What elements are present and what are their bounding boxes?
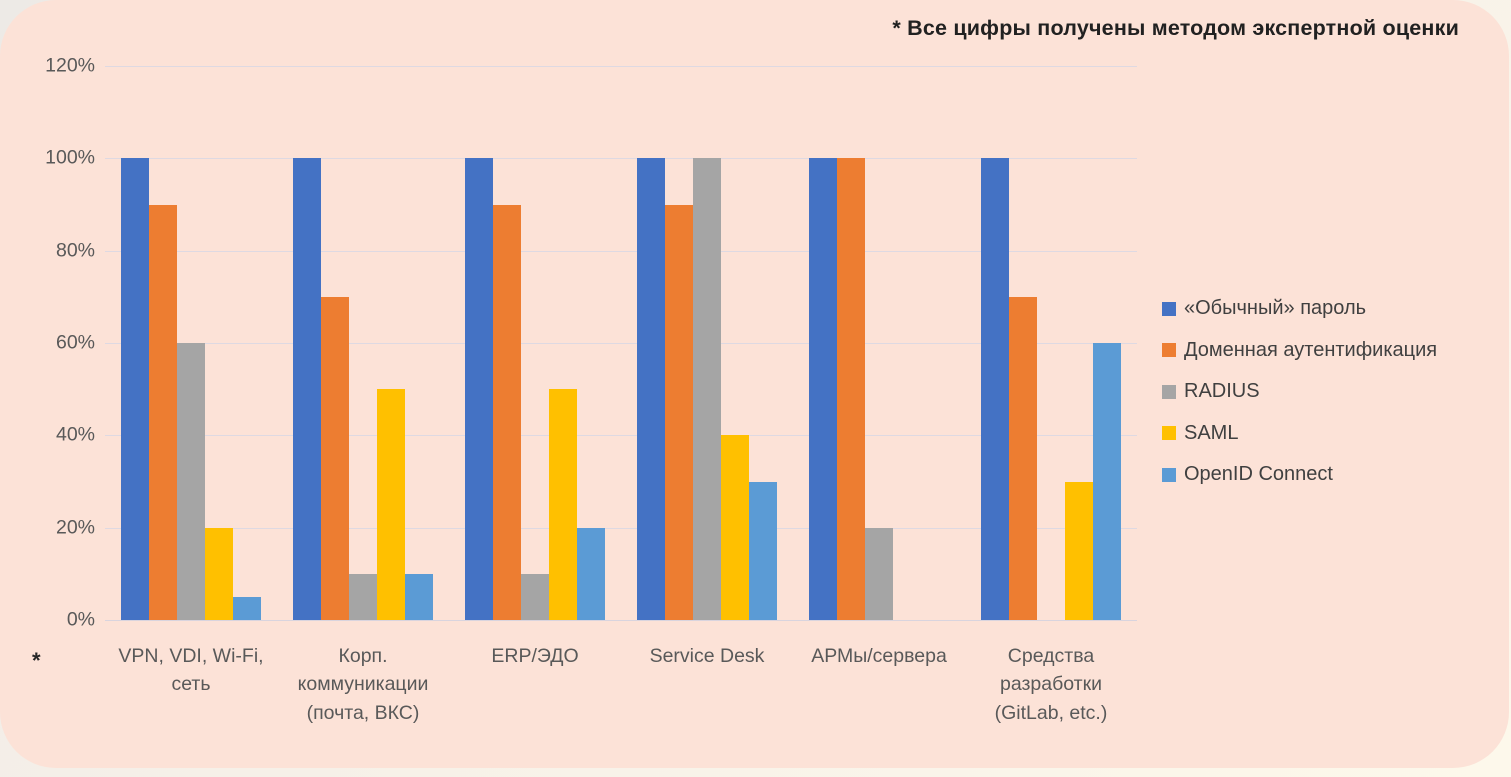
chart-legend: «Обычный» пароль Доменная аутентификация R… (1162, 297, 1437, 486)
legend-swatch-icon (1162, 343, 1176, 357)
x-axis-category-label-5: Средства разработки (GitLab, etc.) (994, 645, 1108, 724)
y-axis-tick-60: 60% (55, 331, 95, 354)
bar-series1-group0 (149, 204, 177, 620)
bar-series4-group1 (405, 573, 433, 620)
bar-series4-group3 (749, 481, 777, 620)
bar-series0-group0 (121, 158, 149, 620)
y-axis-tick-80: 80% (55, 239, 95, 262)
legend-item-1: Доменная аутентификация (1162, 339, 1437, 362)
bar-series4-group5 (1093, 343, 1121, 620)
chart-annotation: * Все цифры получены методом экспертной … (892, 16, 1459, 40)
gridline-40 (105, 435, 1137, 437)
bar-series1-group1 (321, 296, 349, 620)
y-axis-tick-20: 20% (55, 516, 95, 539)
legend-swatch-icon (1162, 301, 1176, 316)
legend-swatch-icon (1162, 384, 1176, 399)
legend-item-2: RADIUS (1162, 380, 1437, 403)
legend-swatch-icon (1162, 467, 1176, 482)
bar-series0-group5 (981, 158, 1009, 620)
footnote-asterisk: * (32, 648, 41, 673)
bar-series1-group3 (665, 204, 693, 620)
bar-series3-group0 (205, 527, 233, 620)
bar-series3-group2 (549, 389, 577, 620)
bar-series2-group3 (693, 158, 721, 620)
y-axis-tick-40: 40% (55, 423, 95, 446)
y-axis-tick-100: 100% (45, 146, 95, 169)
gridline-0 (105, 620, 1137, 621)
bar-series4-group2 (577, 527, 605, 620)
bar-series2-group0 (177, 343, 205, 620)
legend-label: RADIUS (1184, 380, 1260, 402)
bar-series2-group4 (865, 527, 893, 620)
bar-series1-group2 (493, 204, 521, 620)
gridline-80 (105, 250, 1137, 252)
legend-label: Доменная аутентификация (1184, 338, 1438, 361)
legend-swatch-icon (1162, 426, 1176, 440)
gridline-20 (105, 527, 1137, 529)
bar-series0-group3 (637, 158, 665, 620)
bar-series1-group4 (837, 158, 865, 620)
bar-series2-group1 (349, 573, 377, 620)
bar-series0-group4 (809, 158, 837, 620)
bar-series0-group1 (293, 158, 321, 620)
legend-item-4: OpenID Connect (1162, 463, 1437, 486)
x-axis-category-label-1: Корп. коммуникации (почта, ВКС) (297, 645, 429, 724)
legend-label: SAML (1184, 421, 1239, 444)
bar-series4-group0 (233, 596, 261, 620)
x-axis-category-label-4: АРМы/сервера (811, 645, 947, 667)
x-axis-category-label-3: Service Desk (649, 645, 765, 667)
bar-series3-group3 (721, 435, 749, 620)
legend-label: OpenID Connect (1184, 463, 1333, 485)
y-axis-tick-120: 120% (45, 54, 95, 77)
y-axis-tick-0: 0% (66, 608, 95, 631)
bar-series0-group2 (465, 158, 493, 620)
x-axis-category-label-2: ERP/ЭДО (491, 645, 579, 667)
gridline-120 (105, 66, 1137, 67)
bar-series1-group5 (1009, 296, 1037, 620)
bar-series3-group5 (1065, 481, 1093, 620)
legend-item-0: «Обычный» пароль (1162, 297, 1437, 320)
gridline-100 (105, 158, 1137, 160)
x-axis-category-label-0: VPN, VDI, Wi-Fi, сеть (118, 645, 264, 696)
gridline-60 (105, 343, 1137, 344)
bar-series3-group1 (377, 389, 405, 620)
bar-series2-group2 (521, 573, 549, 620)
legend-item-3: SAML (1162, 422, 1437, 445)
legend-label: «Обычный» пароль (1184, 297, 1367, 319)
